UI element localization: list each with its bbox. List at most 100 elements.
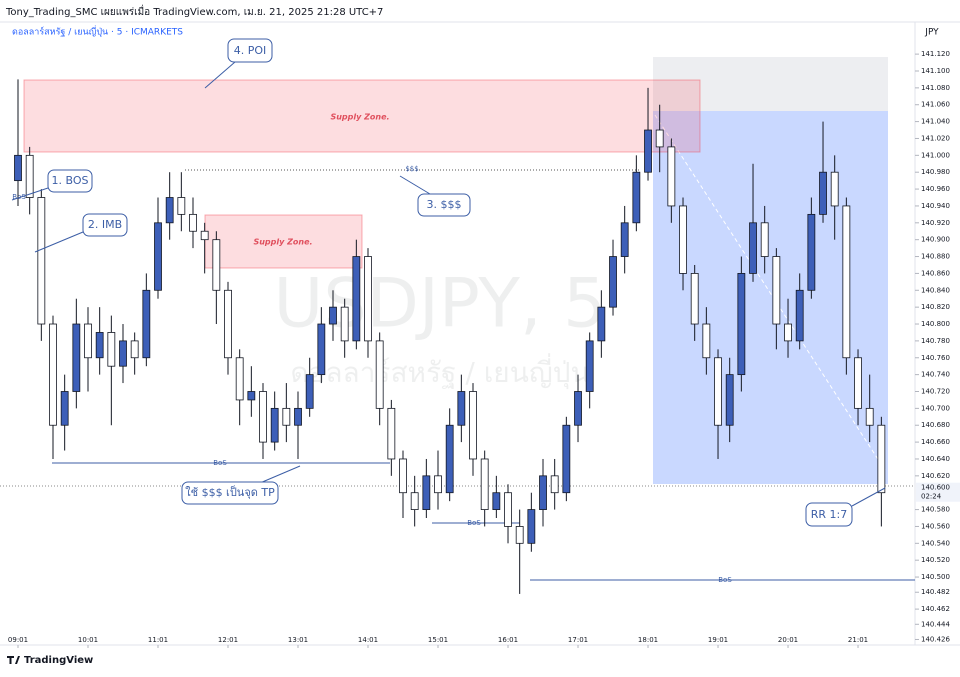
- brand: TradingView: [24, 655, 93, 666]
- zones: Supply Zone. Supply Zone. $$$ BoS BoS Bo…: [0, 57, 915, 584]
- candle-body: [142, 289, 151, 359]
- callout-pointer: [851, 487, 886, 507]
- y-tick-label: 141.020: [921, 134, 950, 142]
- supply-zone: [23, 79, 701, 153]
- y-tick-label: 140.940: [921, 202, 950, 210]
- y-tick-label: 140.560: [921, 522, 950, 530]
- y-tick-label: 141.080: [921, 84, 950, 92]
- y-tick-label: 140.780: [921, 337, 950, 345]
- countdown: 02:24: [921, 493, 942, 501]
- y-tick-label: 140.840: [921, 286, 950, 294]
- y-tick-label: 141.100: [921, 67, 950, 75]
- brand-logo: [7, 656, 20, 664]
- candle-body: [585, 340, 594, 392]
- candle-body: [294, 407, 302, 426]
- y-tick-label: 140.720: [921, 387, 950, 395]
- callout: [82, 213, 128, 237]
- candle-body: [60, 391, 69, 426]
- candle-body: [352, 256, 361, 342]
- candle-body: [714, 357, 722, 426]
- candle-body: [725, 374, 734, 426]
- callout: [805, 502, 853, 527]
- candle-body: [305, 374, 314, 409]
- y-tick-label: 140.740: [921, 371, 950, 379]
- y-tick-label: 141.120: [921, 50, 950, 58]
- supply-zone: [204, 214, 363, 269]
- candle-body: [574, 391, 582, 426]
- y-tick-label: 140.462: [921, 605, 950, 613]
- candle-body: [609, 256, 617, 308]
- candle-body: [527, 509, 536, 544]
- candle-body: [807, 213, 816, 291]
- zone-label: Supply Zone.: [330, 113, 389, 122]
- publisher: Tony_Trading_SMC เผยแพร่เมื่อ TradingVie…: [5, 4, 383, 18]
- candle-body: [410, 492, 419, 510]
- candle-body: [620, 222, 629, 257]
- x-tick-label: 11:01: [148, 636, 168, 644]
- callout-pointer: [204, 61, 236, 89]
- candle-body: [317, 323, 326, 376]
- y-tick-label: 140.980: [921, 168, 950, 176]
- candle-body: [212, 239, 221, 291]
- x-tick-label: 18:01: [638, 636, 658, 644]
- x-tick-label: 19:01: [708, 636, 728, 644]
- candle-body: [597, 306, 606, 342]
- candle-body: [632, 171, 641, 224]
- candle-body: [830, 171, 839, 207]
- candle-body: [457, 391, 466, 426]
- candle-body: [154, 222, 162, 291]
- callout-pointer: [259, 465, 301, 484]
- candle-body: [819, 171, 827, 215]
- candle-body: [72, 323, 81, 392]
- candle-body: [702, 323, 711, 359]
- liquidity-label: $$$: [405, 165, 418, 173]
- candle-body: [562, 424, 571, 494]
- y-tick-label: 140.900: [921, 236, 950, 244]
- symbol-title: ดอลลาร์สหรัฐ / เยนญี่ปุ่น · 5 · ICMARKET…: [12, 25, 183, 38]
- candle-body: [539, 475, 547, 510]
- y-tick-label: 140.960: [921, 185, 950, 193]
- callout-pointer: [399, 175, 431, 195]
- candle-body: [329, 306, 337, 325]
- candle-body: [282, 407, 291, 426]
- callout: [417, 193, 471, 217]
- target-box: [653, 111, 888, 484]
- candle-body: [119, 340, 127, 367]
- x-tick-label: 21:01: [848, 636, 868, 644]
- y-tick-label: 140.700: [921, 404, 950, 412]
- y-tick-label: 140.444: [921, 620, 950, 628]
- candle-body: [364, 256, 372, 342]
- callout-text: 3. $$$: [427, 198, 462, 211]
- candle-body: [854, 357, 862, 409]
- y-tick-label: 140.860: [921, 269, 950, 277]
- callout: [181, 481, 279, 505]
- callout-text: 1. BOS: [52, 174, 89, 187]
- last-price-label: 140.600: [921, 484, 950, 492]
- candle-body: [679, 205, 687, 274]
- y-tick-label: 140.660: [921, 438, 950, 446]
- candle-body: [655, 129, 664, 148]
- y-tick-label: 140.426: [921, 635, 950, 643]
- y-tick-label: 140.540: [921, 539, 950, 547]
- y-tick-label: 140.482: [921, 588, 950, 596]
- y-tick-label: 140.820: [921, 303, 950, 311]
- x-tick-label: 09:01: [8, 636, 28, 644]
- callouts: 4. POI 1. BOS 2. IMB 3. $$$ ใช้ $$$ เป็น…: [11, 38, 886, 527]
- candle-body: [177, 197, 186, 215]
- x-tick-label: 17:01: [568, 636, 588, 644]
- y-tick-label: 140.880: [921, 253, 950, 261]
- candle-body: [375, 340, 384, 409]
- callout-text: 4. POI: [234, 44, 267, 57]
- candle-body: [492, 492, 501, 510]
- y-tick-label: 140.760: [921, 354, 950, 362]
- callout-pointer: [34, 231, 84, 253]
- candle-body: [387, 407, 396, 460]
- x-tick-label: 15:01: [428, 636, 448, 644]
- y-tick-label: 140.680: [921, 421, 950, 429]
- bos-label: BoS: [213, 459, 227, 467]
- x-tick-label: 16:01: [498, 636, 518, 644]
- candle-body: [445, 424, 454, 494]
- candle-body: [784, 323, 792, 342]
